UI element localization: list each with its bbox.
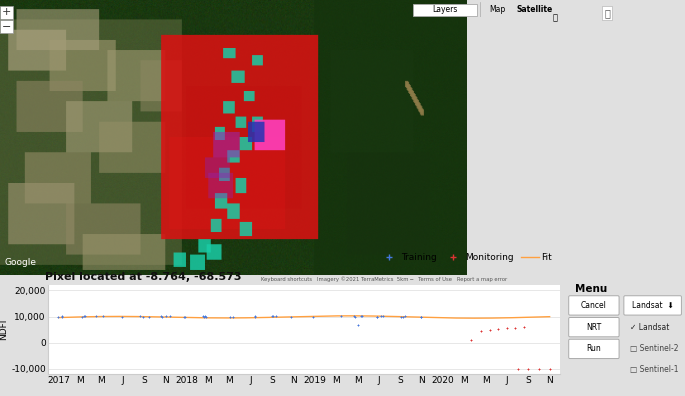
Training xyxy=(90,313,101,319)
Training xyxy=(178,314,189,320)
Training xyxy=(377,313,388,320)
Line: Fit: Fit xyxy=(59,316,549,318)
Training xyxy=(155,313,166,320)
Training xyxy=(286,313,297,320)
FancyBboxPatch shape xyxy=(624,296,682,315)
Training xyxy=(200,313,211,320)
Text: □ Sentinel-2: □ Sentinel-2 xyxy=(630,345,678,353)
Text: Map: Map xyxy=(489,6,506,14)
Training xyxy=(164,313,175,319)
Training xyxy=(199,313,210,320)
Training xyxy=(349,313,360,320)
Fit xyxy=(345,314,353,318)
Training xyxy=(180,314,191,320)
Training xyxy=(77,314,88,320)
Training xyxy=(225,314,236,320)
Text: Layers: Layers xyxy=(432,6,458,14)
FancyBboxPatch shape xyxy=(569,296,619,315)
Training xyxy=(416,313,427,320)
Monitoring xyxy=(493,326,504,332)
Training xyxy=(144,314,155,320)
Fit xyxy=(347,314,355,318)
Training xyxy=(350,314,361,320)
Training xyxy=(355,313,366,320)
Training xyxy=(79,313,90,320)
Monitoring xyxy=(476,328,487,334)
Training xyxy=(267,313,278,319)
Training xyxy=(134,313,145,320)
Training xyxy=(415,314,426,320)
Fit xyxy=(55,315,63,320)
Text: Satellite: Satellite xyxy=(516,6,552,14)
Training xyxy=(78,313,89,320)
Legend: Training, Monitoring, Fit: Training, Monitoring, Fit xyxy=(377,249,556,266)
Text: Landsat  ⬇: Landsat ⬇ xyxy=(632,301,673,310)
Fit xyxy=(503,316,511,320)
Training xyxy=(197,313,208,319)
Training xyxy=(352,322,363,328)
Fit xyxy=(349,314,357,318)
Text: Run: Run xyxy=(586,345,601,353)
Training xyxy=(357,313,368,320)
Text: −: − xyxy=(2,21,11,32)
Fit xyxy=(545,314,553,319)
Text: NRT: NRT xyxy=(586,323,601,332)
Fit xyxy=(56,315,64,320)
Text: ✓ Landsat: ✓ Landsat xyxy=(630,323,669,332)
Y-axis label: NDFI: NDFI xyxy=(0,319,8,340)
Text: Keyboard shortcuts   Imagery ©2021 TerraMetrics  5km ─   Terms of Use   Report a: Keyboard shortcuts Imagery ©2021 TerraMe… xyxy=(261,276,508,282)
Training xyxy=(397,314,408,320)
Text: Pixel located at -8.764, -68.573: Pixel located at -8.764, -68.573 xyxy=(45,272,241,282)
FancyBboxPatch shape xyxy=(569,339,619,358)
Monitoring xyxy=(512,366,523,372)
Training xyxy=(376,313,387,320)
Monitoring xyxy=(501,325,512,331)
Monitoring xyxy=(510,324,521,331)
Text: □ Sentinel-1: □ Sentinel-1 xyxy=(630,365,678,374)
Training xyxy=(97,313,108,320)
Training xyxy=(227,314,238,320)
Training xyxy=(56,313,67,320)
Monitoring xyxy=(523,366,534,372)
Monitoring xyxy=(484,327,495,333)
Fit xyxy=(472,316,480,320)
Training xyxy=(336,313,347,320)
Training xyxy=(53,314,64,320)
Training xyxy=(56,314,67,320)
Monitoring xyxy=(534,366,545,372)
Training xyxy=(201,313,212,320)
Training xyxy=(307,314,318,320)
Training xyxy=(395,314,406,320)
Monitoring xyxy=(465,337,476,343)
Text: ⤢: ⤢ xyxy=(604,8,610,18)
FancyBboxPatch shape xyxy=(569,318,619,337)
FancyBboxPatch shape xyxy=(412,4,477,16)
Training xyxy=(371,314,382,320)
Training xyxy=(371,314,382,320)
Training xyxy=(156,314,167,320)
Training xyxy=(138,314,149,320)
Text: +: + xyxy=(2,7,11,17)
Training xyxy=(116,314,127,320)
Text: Cancel: Cancel xyxy=(581,301,607,310)
Text: Menu: Menu xyxy=(575,284,607,294)
Training xyxy=(271,313,282,320)
Fit xyxy=(357,314,365,318)
Training xyxy=(400,313,411,319)
Training xyxy=(250,314,261,320)
Training xyxy=(267,313,278,320)
Training xyxy=(160,313,171,320)
Training xyxy=(249,313,260,320)
Text: Google: Google xyxy=(4,258,36,267)
Fit xyxy=(470,316,478,320)
Monitoring xyxy=(519,324,530,330)
Text: ⤢: ⤢ xyxy=(553,13,558,22)
Monitoring xyxy=(544,366,555,372)
